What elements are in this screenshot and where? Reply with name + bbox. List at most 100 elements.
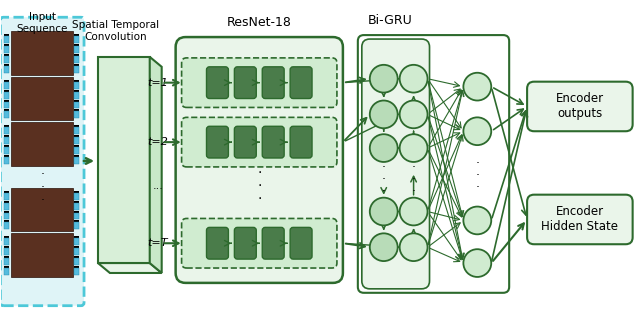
FancyBboxPatch shape bbox=[290, 126, 312, 158]
Bar bbox=[4, 54, 10, 61]
Bar bbox=[4, 221, 10, 228]
Text: Encoder
outputs: Encoder outputs bbox=[556, 93, 604, 120]
FancyBboxPatch shape bbox=[358, 35, 509, 293]
Bar bbox=[74, 268, 79, 275]
FancyBboxPatch shape bbox=[182, 218, 337, 268]
Bar bbox=[4, 92, 10, 99]
Polygon shape bbox=[98, 57, 150, 263]
Bar bbox=[4, 56, 10, 63]
Text: Encoder
Hidden State: Encoder Hidden State bbox=[541, 205, 618, 234]
Bar bbox=[74, 201, 79, 208]
FancyBboxPatch shape bbox=[290, 67, 312, 99]
FancyBboxPatch shape bbox=[527, 195, 632, 244]
Bar bbox=[4, 135, 10, 142]
Bar bbox=[4, 90, 10, 97]
Circle shape bbox=[399, 198, 428, 225]
Bar bbox=[4, 145, 10, 152]
Polygon shape bbox=[98, 263, 162, 273]
Bar bbox=[4, 125, 10, 132]
Bar bbox=[74, 82, 79, 88]
Circle shape bbox=[399, 233, 428, 261]
Bar bbox=[12, 77, 73, 120]
Bar bbox=[4, 258, 10, 265]
Text: Input
Sequence: Input Sequence bbox=[17, 12, 68, 34]
Bar bbox=[74, 109, 79, 116]
Bar bbox=[74, 127, 79, 134]
Bar bbox=[74, 221, 79, 228]
Bar bbox=[4, 112, 10, 118]
FancyBboxPatch shape bbox=[207, 67, 228, 99]
Bar bbox=[74, 137, 79, 144]
Bar bbox=[4, 44, 10, 51]
Bar bbox=[74, 210, 79, 217]
FancyBboxPatch shape bbox=[262, 67, 284, 99]
FancyBboxPatch shape bbox=[182, 58, 337, 107]
Bar bbox=[4, 36, 10, 43]
Text: t=1: t=1 bbox=[147, 78, 168, 88]
FancyBboxPatch shape bbox=[290, 228, 312, 259]
Text: ...: ... bbox=[152, 181, 163, 191]
Text: ResNet-18: ResNet-18 bbox=[227, 16, 292, 29]
Bar bbox=[12, 188, 73, 231]
FancyBboxPatch shape bbox=[182, 117, 337, 167]
FancyBboxPatch shape bbox=[527, 82, 632, 131]
Bar bbox=[74, 46, 79, 53]
Bar bbox=[4, 236, 10, 243]
FancyBboxPatch shape bbox=[362, 39, 429, 289]
Text: ·
·
·: · · · bbox=[476, 157, 479, 194]
Bar bbox=[4, 213, 10, 219]
FancyBboxPatch shape bbox=[175, 37, 343, 283]
Bar bbox=[74, 248, 79, 255]
Circle shape bbox=[463, 73, 492, 100]
Bar bbox=[74, 80, 79, 87]
Bar bbox=[4, 201, 10, 208]
Bar bbox=[74, 246, 79, 253]
Bar bbox=[4, 155, 10, 162]
Bar bbox=[74, 222, 79, 229]
Bar bbox=[4, 109, 10, 116]
Bar bbox=[4, 80, 10, 87]
Text: ·
·
·: · · · bbox=[257, 166, 262, 206]
Bar bbox=[4, 266, 10, 273]
Bar bbox=[4, 137, 10, 144]
Bar bbox=[4, 246, 10, 253]
Bar bbox=[4, 100, 10, 106]
Circle shape bbox=[463, 207, 492, 234]
FancyBboxPatch shape bbox=[234, 67, 256, 99]
Bar bbox=[4, 210, 10, 217]
Bar bbox=[4, 127, 10, 134]
Text: ·
·
·: · · · bbox=[381, 161, 386, 198]
Bar bbox=[74, 213, 79, 219]
Bar bbox=[4, 191, 10, 198]
Bar bbox=[74, 266, 79, 273]
Bar bbox=[12, 233, 73, 277]
Bar bbox=[74, 56, 79, 63]
Bar bbox=[4, 101, 10, 108]
Bar bbox=[4, 222, 10, 229]
Text: ·
·
·: · · · bbox=[412, 161, 415, 198]
Bar bbox=[4, 256, 10, 263]
Bar bbox=[74, 236, 79, 243]
Circle shape bbox=[370, 233, 397, 261]
Polygon shape bbox=[150, 57, 162, 273]
Circle shape bbox=[463, 117, 492, 145]
FancyBboxPatch shape bbox=[234, 228, 256, 259]
Bar bbox=[74, 112, 79, 118]
Bar bbox=[4, 248, 10, 255]
FancyBboxPatch shape bbox=[1, 17, 84, 306]
Circle shape bbox=[463, 249, 492, 277]
Bar bbox=[74, 101, 79, 108]
Bar bbox=[4, 82, 10, 88]
Text: t=2: t=2 bbox=[147, 137, 168, 147]
Bar bbox=[74, 36, 79, 43]
FancyBboxPatch shape bbox=[262, 126, 284, 158]
Text: ·
·
·: · · · bbox=[40, 168, 44, 207]
Bar bbox=[4, 34, 10, 41]
Bar bbox=[4, 157, 10, 164]
Bar bbox=[4, 64, 10, 71]
Circle shape bbox=[370, 198, 397, 225]
Bar bbox=[74, 256, 79, 263]
Bar bbox=[74, 191, 79, 198]
Circle shape bbox=[399, 134, 428, 162]
Bar bbox=[74, 90, 79, 97]
